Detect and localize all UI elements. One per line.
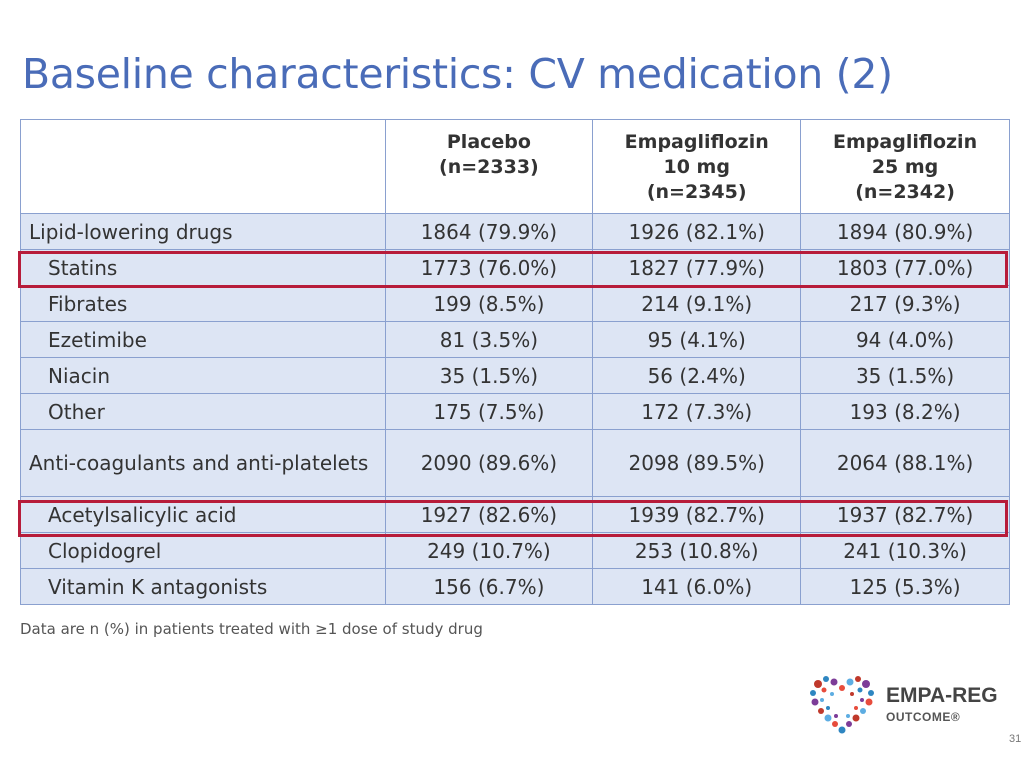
table-row: Other 175 (7.5%) 172 (7.3%) 193 (8.2%) [20,393,1010,430]
heart-dots-icon [810,676,874,734]
table-row: Ezetimibe 81 (3.5%) 95 (4.1%) 94 (4.0%) [20,321,1010,358]
slide-title: Baseline characteristics: CV medication … [22,50,893,98]
table-row: Anti-coagulants and anti-platelets 2090 … [20,429,1010,497]
cell-placebo: 156 (6.7%) [384,568,594,605]
cell-empa-10: 141 (6.0%) [592,568,802,605]
cell-empa-25: 125 (5.3%) [800,568,1010,605]
cell-empa-25: 2064 (88.1%) [800,429,1010,497]
logo-line1: EMPA-REG [886,684,998,707]
cell-empa-25: 193 (8.2%) [800,393,1010,430]
cell-empa-25: 1894 (80.9%) [800,213,1010,250]
cv-medication-table: Placebo (n=2333) Empagliflozin 10 mg (n=… [20,119,1010,605]
cell-empa-10: 214 (9.1%) [592,285,802,322]
empa-reg-logo: EMPA-REG OUTCOME® [806,672,1016,736]
table-row: Fibrates 199 (8.5%) 214 (9.1%) 217 (9.3%… [20,285,1010,322]
row-label: Other [20,393,386,430]
cell-empa-25: 217 (9.3%) [800,285,1010,322]
table-row: Statins 1773 (76.0%) 1827 (77.9%) 1803 (… [20,249,1010,286]
cell-empa-10: 1926 (82.1%) [592,213,802,250]
row-label: Vitamin K antagonists [20,568,386,605]
row-label: Niacin [20,357,386,394]
row-label: Statins [20,249,386,286]
cell-placebo: 175 (7.5%) [384,393,594,430]
cell-placebo: 1773 (76.0%) [384,249,594,286]
row-label: Ezetimibe [20,321,386,358]
table-row: Lipid-lowering drugs 1864 (79.9%) 1926 (… [20,213,1010,250]
cell-empa-10: 172 (7.3%) [592,393,802,430]
highlight-box-acetylsalicylic-acid [18,500,1008,537]
cell-placebo: 1864 (79.9%) [384,213,594,250]
cell-placebo: 199 (8.5%) [384,285,594,322]
cell-placebo: 249 (10.7%) [384,532,594,569]
cell-placebo: 2090 (89.6%) [384,429,594,497]
cell-empa-25: 35 (1.5%) [800,357,1010,394]
header-cell-placebo: Placebo (n=2333) [384,119,594,214]
table-row: Niacin 35 (1.5%) 56 (2.4%) 35 (1.5%) [20,357,1010,394]
row-label: Fibrates [20,285,386,322]
cell-placebo: 35 (1.5%) [384,357,594,394]
cell-placebo: 81 (3.5%) [384,321,594,358]
header-cell-empa-10: Empagliflozin 10 mg (n=2345) [592,119,802,214]
cell-empa-10: 253 (10.8%) [592,532,802,569]
row-label: Clopidogrel [20,532,386,569]
table-header-row: Placebo (n=2333) Empagliflozin 10 mg (n=… [20,119,1010,214]
cell-empa-10: 1827 (77.9%) [592,249,802,286]
footnote: Data are n (%) in patients treated with … [20,620,483,638]
logo-line2: OUTCOME® [886,710,961,724]
cell-empa-25: 241 (10.3%) [800,532,1010,569]
cell-empa-25: 1803 (77.0%) [800,249,1010,286]
header-cell-empa-25: Empagliflozin 25 mg (n=2342) [800,119,1010,214]
table-row: Clopidogrel 249 (10.7%) 253 (10.8%) 241 … [20,532,1010,569]
page-number: 31 [1009,733,1022,745]
cell-empa-10: 56 (2.4%) [592,357,802,394]
cell-empa-25: 94 (4.0%) [800,321,1010,358]
header-cell-label [20,119,386,214]
table-row: Vitamin K antagonists 156 (6.7%) 141 (6.… [20,568,1010,605]
highlight-box-statins [18,251,1008,288]
row-label: Lipid-lowering drugs [20,213,386,250]
row-label: Anti-coagulants and anti-platelets [20,429,386,497]
cell-empa-10: 95 (4.1%) [592,321,802,358]
cell-empa-10: 2098 (89.5%) [592,429,802,497]
